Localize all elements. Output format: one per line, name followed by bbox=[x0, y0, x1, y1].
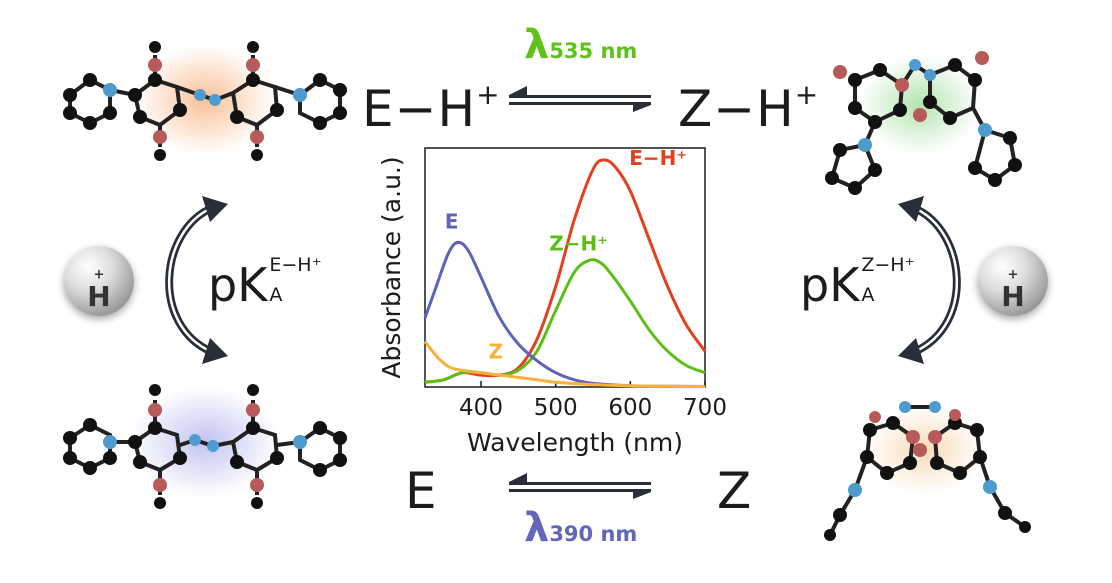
pka-k: K E−H⁺ A bbox=[237, 254, 321, 312]
x-tick-label: 600 bbox=[608, 395, 652, 421]
pka-p: p bbox=[800, 258, 830, 312]
lambda-symbol: λ bbox=[524, 505, 550, 551]
y-axis-label: Absorbance (a.u.) bbox=[377, 156, 406, 378]
plot-frame bbox=[424, 147, 706, 388]
proton-letter: H bbox=[1001, 280, 1025, 313]
series-label-z-h-: Z−H⁺ bbox=[549, 231, 608, 255]
wavelength-label-bottom: λ390 nm bbox=[524, 505, 637, 551]
pka-subscript: A bbox=[861, 284, 875, 306]
state-label-z-h-plus: Z−H+ bbox=[678, 78, 820, 138]
series-line-z bbox=[423, 340, 706, 388]
state-z-base: Z bbox=[717, 462, 753, 520]
chart-labels: E−H⁺ Z−H⁺ E Z bbox=[445, 146, 687, 363]
pka-k: K Z−H⁺ A bbox=[829, 254, 914, 312]
proton-letter: H bbox=[87, 280, 111, 313]
state-label-e: E bbox=[405, 462, 438, 520]
molecule-z-h-plus bbox=[825, 51, 1022, 195]
pka-superscript: E−H⁺ bbox=[269, 254, 322, 276]
state-z-h-base: Z−H bbox=[678, 80, 795, 138]
proton-sphere-left: H + bbox=[64, 246, 134, 316]
molecule-e-h-plus bbox=[63, 41, 347, 161]
state-z-h-sup: + bbox=[794, 78, 820, 112]
pka-subscript: A bbox=[269, 284, 283, 306]
state-e-h-sup: + bbox=[476, 78, 501, 112]
state-e-base: E bbox=[405, 462, 438, 520]
pka-label-left: pK E−H⁺ A bbox=[208, 254, 322, 312]
series-line-e-h- bbox=[424, 158, 707, 384]
x-tick-label: 400 bbox=[459, 395, 503, 421]
proton-charge: + bbox=[93, 267, 105, 283]
proton-sphere-right: H + bbox=[978, 246, 1048, 316]
pka-label-right: pK Z−H⁺ A bbox=[800, 254, 915, 312]
state-e-h-base: E−H bbox=[362, 80, 477, 138]
series-label-e-h-: E−H⁺ bbox=[629, 146, 687, 170]
state-label-z: Z bbox=[717, 462, 752, 520]
molecule-e bbox=[63, 384, 347, 509]
molecule-z bbox=[824, 401, 1031, 541]
wavelength-value: 390 nm bbox=[549, 522, 638, 546]
chart-series bbox=[423, 158, 707, 388]
wavelength-label-top: λ535 nm bbox=[524, 22, 637, 68]
x-tick-label: 700 bbox=[683, 395, 727, 421]
state-label-e-h-plus: E−H+ bbox=[362, 78, 501, 138]
protonation-arrow-right bbox=[898, 196, 961, 364]
proton-label: H + bbox=[978, 263, 1048, 313]
proton-charge: + bbox=[1007, 267, 1019, 283]
pka-k-letter: K bbox=[237, 258, 268, 312]
equilibrium-arrows-top bbox=[509, 86, 651, 112]
pka-p: p bbox=[208, 258, 238, 312]
lambda-symbol: λ bbox=[524, 22, 550, 68]
series-line-e bbox=[423, 240, 706, 388]
series-label-e: E bbox=[445, 210, 459, 234]
x-tick-label: 500 bbox=[534, 395, 578, 421]
proton-label: H + bbox=[64, 263, 134, 313]
wavelength-value: 535 nm bbox=[549, 39, 638, 63]
pka-superscript: Z−H⁺ bbox=[861, 254, 915, 276]
x-axis-label: Wavelength (nm) bbox=[467, 428, 683, 457]
equilibrium-arrows-bottom bbox=[509, 473, 651, 499]
pka-k-letter: K bbox=[829, 258, 860, 312]
series-label-z: Z bbox=[488, 339, 503, 363]
protonation-arrow-left bbox=[165, 196, 228, 364]
